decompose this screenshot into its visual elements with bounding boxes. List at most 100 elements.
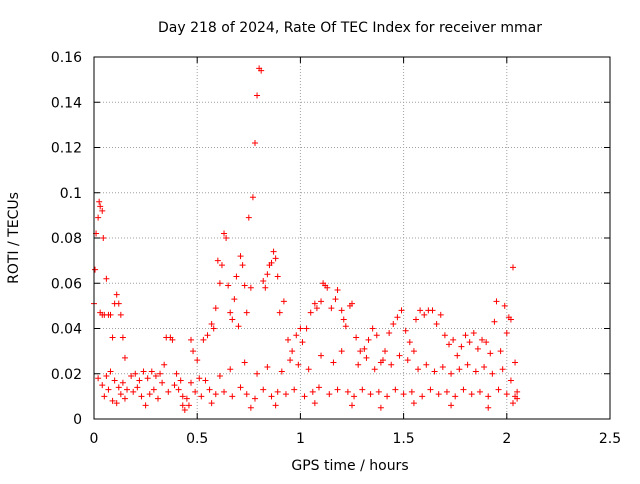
data-point — [489, 370, 496, 377]
data-point — [382, 348, 389, 355]
x-tick-label: 1.5 — [392, 431, 414, 447]
data-point — [95, 214, 102, 221]
data-point — [332, 296, 339, 303]
data-point — [223, 235, 230, 241]
data-point — [392, 386, 399, 393]
data-point — [254, 370, 261, 377]
data-point — [497, 348, 504, 355]
data-point — [239, 262, 246, 269]
data-point — [315, 384, 322, 391]
data-point — [218, 262, 225, 269]
data-point — [165, 388, 172, 395]
data-point — [340, 316, 347, 323]
data-point — [262, 284, 269, 291]
data-point — [198, 393, 205, 400]
data-point — [291, 386, 298, 393]
data-point — [396, 352, 403, 359]
data-point — [446, 341, 453, 348]
data-point — [472, 368, 479, 375]
data-point — [233, 273, 240, 280]
data-point — [514, 388, 521, 395]
data-point — [427, 386, 434, 393]
data-point — [227, 309, 234, 316]
data-point — [299, 339, 306, 346]
data-point — [338, 307, 345, 314]
data-point — [235, 323, 242, 330]
y-axis-label: ROTI / TECUs — [6, 192, 22, 284]
data-point — [245, 214, 252, 221]
chart-title: Day 218 of 2024, Rate Of TEC Index for r… — [158, 20, 542, 36]
data-point — [117, 391, 124, 398]
data-point — [254, 92, 261, 99]
data-point — [324, 284, 331, 291]
data-point — [359, 386, 366, 393]
data-point — [95, 375, 102, 382]
data-point — [188, 379, 195, 386]
data-point — [309, 388, 316, 395]
data-point — [229, 316, 236, 323]
data-point — [373, 332, 380, 339]
data-point — [103, 373, 110, 380]
data-point — [421, 311, 428, 318]
data-point — [243, 391, 250, 398]
data-point — [311, 300, 318, 307]
data-point — [509, 264, 516, 271]
data-point — [311, 400, 318, 407]
data-point — [264, 363, 271, 370]
data-point — [175, 386, 182, 393]
data-point — [119, 334, 126, 341]
data-point — [394, 314, 401, 321]
data-point — [140, 368, 147, 375]
data-point — [212, 391, 219, 398]
data-point — [361, 345, 368, 352]
data-point — [493, 298, 500, 305]
data-point — [260, 277, 267, 284]
data-point — [173, 370, 180, 377]
data-point — [441, 332, 448, 339]
data-point — [214, 257, 221, 264]
data-point — [479, 336, 486, 343]
data-point — [280, 298, 287, 305]
data-point — [466, 339, 473, 346]
data-point — [363, 354, 370, 361]
x-tick-label: 1 — [296, 431, 305, 447]
data-point — [99, 207, 106, 214]
data-point — [365, 336, 372, 343]
data-point — [179, 393, 186, 400]
data-point — [227, 366, 234, 373]
x-tick-label: 0.5 — [186, 431, 208, 447]
data-point — [410, 348, 417, 355]
data-point — [460, 386, 467, 393]
data-point — [334, 386, 341, 393]
data-point — [386, 330, 393, 337]
data-point — [429, 307, 436, 314]
data-point — [268, 393, 275, 400]
data-point — [206, 386, 213, 393]
data-point — [474, 345, 481, 352]
y-tick-label: 0.02 — [51, 367, 82, 383]
data-point — [371, 366, 378, 373]
data-point — [190, 348, 197, 355]
data-point — [216, 280, 223, 287]
data-point — [258, 67, 265, 74]
data-point — [289, 348, 296, 355]
data-point — [169, 336, 176, 343]
data-point — [512, 359, 519, 366]
data-point — [251, 139, 258, 146]
data-point — [124, 386, 131, 393]
data-point — [152, 373, 159, 380]
data-point — [212, 305, 219, 312]
data-point — [100, 235, 107, 241]
data-point — [410, 400, 417, 407]
data-point — [225, 282, 232, 289]
data-point — [204, 332, 211, 339]
data-point — [185, 402, 192, 409]
data-point — [307, 309, 314, 316]
data-point — [344, 388, 351, 395]
data-point — [293, 332, 300, 339]
x-tick-label: 0 — [90, 431, 99, 447]
y-tick-label: 0.12 — [51, 141, 82, 157]
data-point — [251, 395, 258, 402]
data-point — [115, 300, 122, 307]
axis-ticks: 0 0.5 1 1.5 2 2.5 0 0.02 0.04 0.06 0.08 0.1 0.12 0.14… — [51, 50, 621, 447]
